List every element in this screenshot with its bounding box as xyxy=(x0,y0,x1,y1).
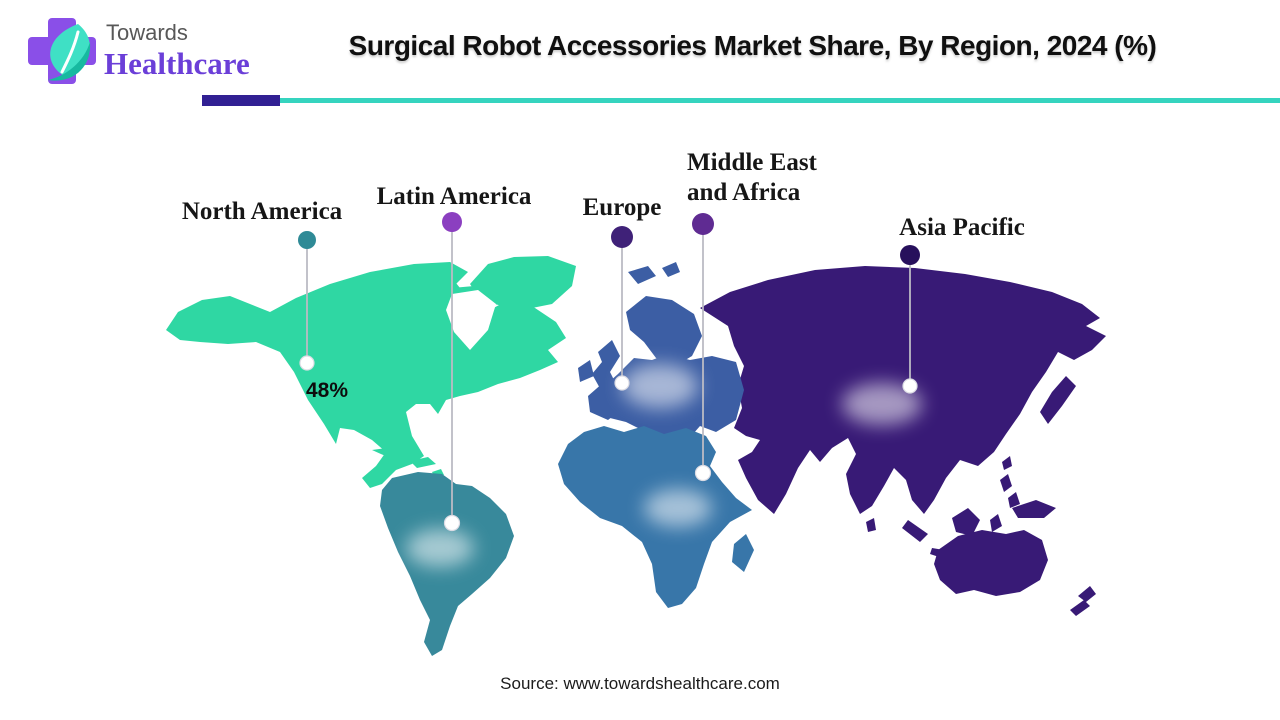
region-label-middle-east-africa: Middle East and Africa xyxy=(687,149,817,206)
marker-dot-latin-america xyxy=(442,212,462,232)
endpoint-dot-middle-east-africa xyxy=(694,464,712,482)
divider-accent-bar xyxy=(202,95,280,106)
leader-lines xyxy=(306,226,911,522)
region-label-europe: Europe xyxy=(582,194,662,221)
endpoint-dot-north-america xyxy=(299,355,315,371)
leader-endpoint-dots xyxy=(299,355,918,532)
endpoint-dot-latin-america xyxy=(443,514,461,532)
logo-text-healthcare: Healthcare xyxy=(104,46,250,81)
divider-line xyxy=(280,98,1280,103)
region-asia-pacific-shape xyxy=(700,266,1106,616)
region-label-latin-america: Latin America xyxy=(376,183,532,210)
map-highlight-glows xyxy=(406,364,922,567)
endpoint-dot-asia-pacific xyxy=(902,378,918,394)
marker-dot-asia-pacific xyxy=(900,245,920,265)
source-text: Source: www.towardshealthcare.com xyxy=(500,674,780,693)
hudson-bay-water xyxy=(446,290,496,350)
marker-dot-europe xyxy=(611,226,633,248)
marker-dot-middle-east-africa xyxy=(692,213,714,235)
towards-healthcare-logo: Towards Healthcare xyxy=(28,18,250,84)
region-europe-shape xyxy=(578,262,744,448)
share-value-north-america: 48% xyxy=(305,379,349,402)
marker-dot-north-america xyxy=(298,231,316,249)
region-label-north-america: North America xyxy=(181,198,343,225)
endpoint-dot-europe xyxy=(614,375,630,391)
leaf-icon xyxy=(48,24,91,81)
region-label-asia-pacific: Asia Pacific xyxy=(899,214,1025,241)
logo-text-towards: Towards xyxy=(106,20,188,45)
page-title: Surgical Robot Accessories Market Share,… xyxy=(348,30,1157,61)
region-north-america-shape xyxy=(166,256,576,488)
